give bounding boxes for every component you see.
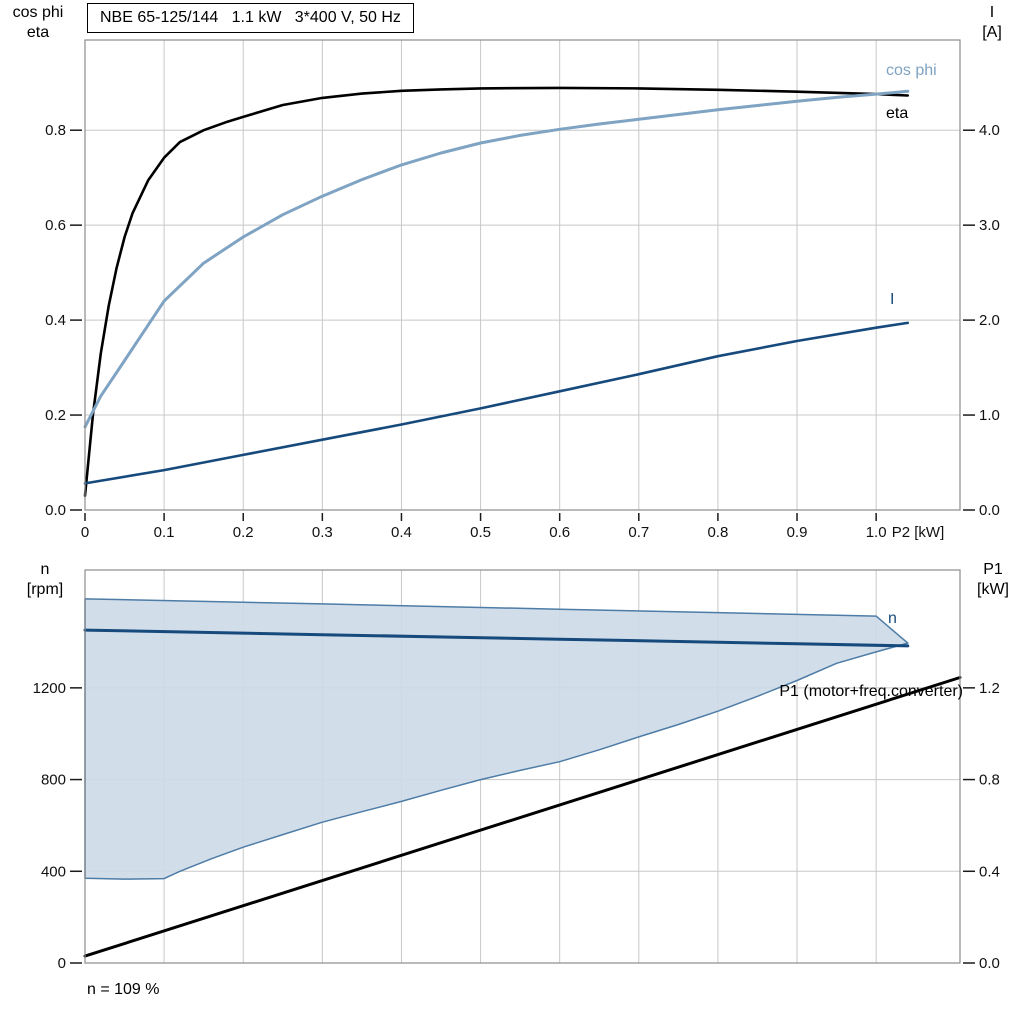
p1-curve-label: P1 (motor+freq.converter) [779, 683, 963, 700]
left-tick-label: 800 [41, 772, 66, 789]
x-tick-label: 0.6 [549, 524, 570, 540]
eta-curve [83, 86, 910, 498]
p1-curve [83, 676, 962, 958]
x-tick-label: 0.8 [707, 524, 728, 540]
left-tick-label: 0.0 [45, 502, 66, 519]
right-tick-label: 1.0 [979, 407, 1000, 424]
plot-frame [84, 569, 961, 964]
x-tick-label: 1.0 [866, 524, 887, 540]
x-tick-label: 0.1 [154, 524, 175, 540]
p1-axis-title-line1: P1 [983, 561, 1003, 578]
left-tick-label: 0.8 [45, 122, 66, 139]
right-tick-label: 1.2 [979, 680, 1000, 697]
left-tick-label: 0 [58, 955, 66, 972]
left-tick-label: 0.4 [45, 312, 66, 329]
bottom-right-axis-title: P1 [kW] [964, 560, 1022, 600]
current-curve-label: I [890, 291, 895, 308]
speed-annotation: n = 109 % [87, 981, 160, 998]
cos-phi-curve-label: cos phi [886, 62, 937, 79]
bottom-left-axis-title: n [rpm] [14, 560, 76, 600]
right-tick-label: 0.0 [979, 502, 1000, 519]
right-axis-title-line1: I [989, 4, 995, 21]
plot-frame [84, 39, 961, 511]
n-axis-title-line1: n [40, 561, 50, 578]
eta-curve-label: eta [886, 105, 909, 122]
speed-envelope [84, 598, 909, 880]
current-curve [83, 321, 910, 485]
right-tick-label: 4.0 [979, 122, 1000, 139]
top-left-axis-title: cos phi eta [5, 3, 71, 43]
cos-phi-curve [83, 89, 910, 429]
left-tick-label: 400 [41, 863, 66, 880]
speed-curve [83, 628, 910, 648]
right-tick-label: 0.4 [979, 863, 1000, 880]
x-axis-label: P2 [kW] [892, 524, 945, 540]
right-tick-label: 3.0 [979, 217, 1000, 234]
left-axis-title-line2: eta [26, 24, 50, 41]
right-tick-label: 0.0 [979, 955, 1000, 972]
speed-curve-label: n [888, 610, 897, 627]
x-tick-label: 0.3 [312, 524, 333, 540]
chart-title: NBE 65-125/144 1.1 kW 3*400 V, 50 Hz [87, 3, 414, 33]
left-tick-label: 1200 [33, 680, 66, 697]
left-axis-title-line1: cos phi [12, 4, 64, 21]
right-axis-title-line2: [A] [982, 24, 1002, 41]
left-tick-label: 0.6 [45, 217, 66, 234]
p1-axis-title-line2: [kW] [977, 581, 1009, 598]
n-axis-title-line2: [rpm] [26, 581, 64, 598]
x-tick-label: 0.4 [391, 524, 412, 540]
x-tick-label: 0 [81, 524, 89, 540]
right-tick-label: 0.8 [979, 772, 1000, 789]
bottom-chart: 0 400 800 1200 0.0 0.4 0.8 1.2 [33, 569, 1000, 972]
x-tick-label: 0.9 [787, 524, 808, 540]
x-tick-label: 0.7 [628, 524, 649, 540]
x-tick-label: 0.5 [470, 524, 491, 540]
x-tick-label: 0.2 [233, 524, 254, 540]
top-chart: 0.0 0.2 0.4 0.6 0.8 0.0 1.0 2.0 3.0 4.0 0 0.1 0.2 0.3… [45, 39, 1000, 540]
top-right-axis-title: I [A] [964, 3, 1020, 43]
right-tick-label: 2.0 [979, 312, 1000, 329]
left-tick-label: 0.2 [45, 407, 66, 424]
